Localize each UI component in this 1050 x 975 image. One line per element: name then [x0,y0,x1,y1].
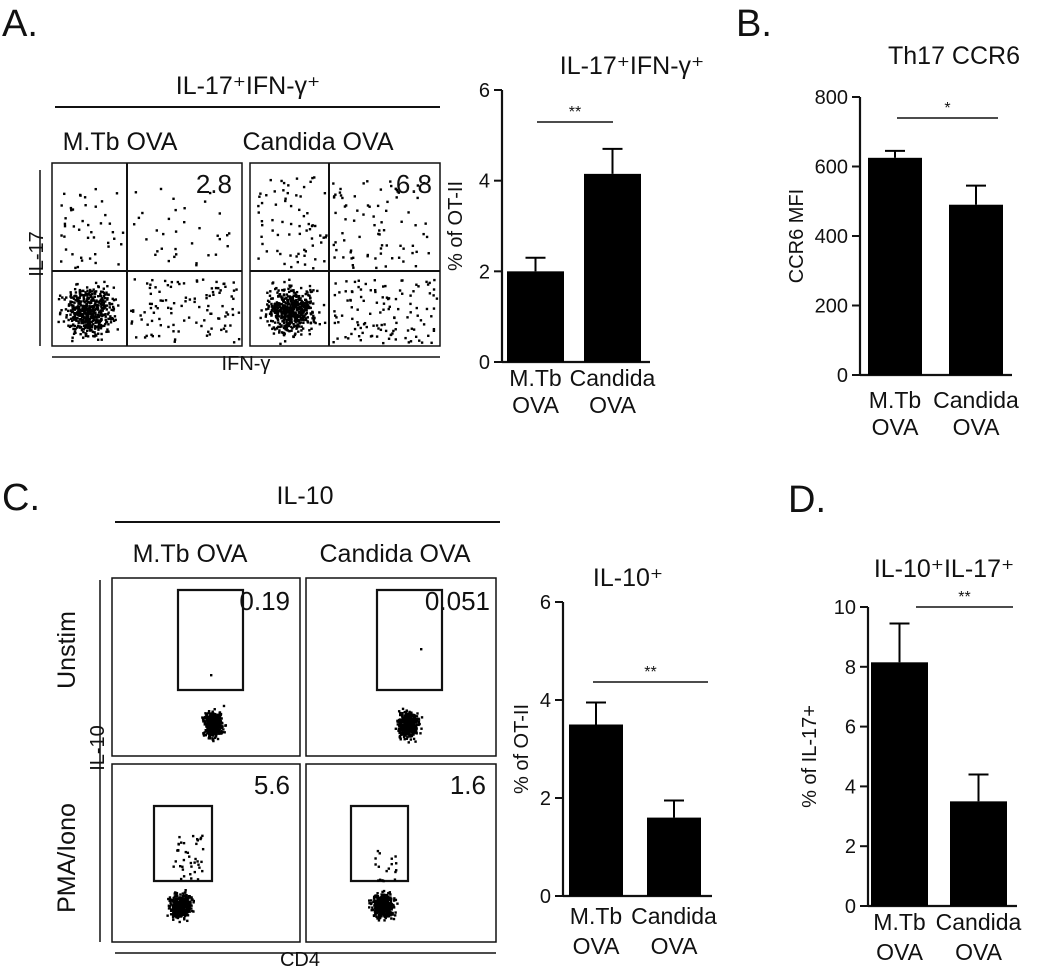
bar-chart-c-category-label: OVA [573,933,621,959]
panel-a-scatter-1 [57,187,241,344]
bar-chart-b-category-label: OVA [953,414,1001,440]
panel-c-scatter-unstim-mtb [201,674,228,743]
panel-c-gate-value-unstim-mtb: 0.19 [239,586,290,616]
bar-chart-b-title: Th17 CCR6 [888,42,1020,70]
bar-chart-b-significance-label: * [944,100,950,117]
panel-c-sample-label-1: M.Tb OVA [133,540,248,568]
bar-chart-d-category-label: M.Tb [873,909,925,935]
bar-chart-c: IL-10⁺ 0 2 4 6 % of OT-II M.Tb OVA Candida OVA ** [511,564,717,959]
bar-chart-b-category-label: M.Tb [869,387,921,413]
bar-chart-d-category-label: OVA [955,939,1003,965]
panel-c-flow-plot-pma-candida [305,763,497,943]
bar-chart-a-category-label: M.Tb [509,365,561,391]
panel-a-flow-plot-2 [249,162,441,347]
bar-chart-d-tick-label: 4 [845,776,856,798]
bar-chart-c-category-label: M.Tb [570,903,622,929]
panel-letter-d: D. [788,479,826,521]
bar-chart-d-tick-label: 0 [845,896,856,918]
bar-chart-c-tick-label: 4 [540,690,551,712]
bar-chart-a-category-label: Candida [570,365,656,391]
bar-chart-c-bar-1 [569,724,623,896]
bar-chart-d-tick-label: 8 [845,657,856,679]
bar-chart-a-tick-label: 2 [479,261,490,283]
bar-chart-a-title: IL-17⁺IFN-γ⁺ [560,52,704,80]
bar-chart-c-tick-label: 2 [540,788,551,810]
panel-c-sample-label-2: Candida OVA [319,540,470,568]
bar-chart-b-category-label: OVA [872,414,920,440]
bar-chart-b-bar-2 [949,204,1003,375]
bar-chart-b-y-label: CCR6 MFI [786,189,808,283]
panel-c-flow-plot-pma-mtb [111,763,301,943]
bar-chart-d-y-label: % of IL-17+ [799,705,821,808]
bar-chart-d-tick-label: 6 [845,717,856,739]
panel-letter-c: C. [2,477,40,519]
panel-c-scatter-unstim-candida [394,648,424,744]
panel-letter-a: A. [2,3,38,45]
bar-chart-d-category-label: Candida [936,909,1022,935]
panel-c-gate-value-unstim-candida: 0.051 [425,586,490,616]
panel-c-row-label-2: PMA/Iono [53,803,81,913]
bar-chart-a-bar-2 [584,173,641,362]
bar-chart-b-tick-label: 0 [837,365,848,387]
bar-chart-a-category-label: OVA [589,392,637,418]
bar-chart-a-significance-label: ** [569,104,581,121]
panel-c-flow-plot-unstim-candida [305,577,497,757]
bar-chart-d-significance-label: ** [958,589,970,606]
panel-a-x-axis-label: IFN-γ [222,353,271,375]
bar-chart-c-bar-2 [647,817,701,896]
panel-a-gate-value-2: 6.8 [396,169,432,199]
bar-chart-b-tick-label: 200 [815,296,848,318]
bar-chart-a-bar-1 [507,271,564,362]
bar-chart-d-tick-label: 10 [834,597,856,619]
bar-chart-d-tick-label: 2 [845,836,856,858]
bar-chart-b-category-label: Candida [933,387,1019,413]
panel-c-gate-value-pma-mtb: 5.6 [254,770,290,800]
bar-chart-a-y-label: % of OT-II [445,181,467,271]
bar-chart-a-tick-label: 0 [479,352,490,374]
bar-chart-c-tick-label: 6 [540,592,551,614]
panel-a-scatter-2 [257,176,439,346]
panel-a-y-axis-label: IL-17 [26,231,48,277]
bar-chart-c-tick-label: 0 [540,886,551,908]
panel-a-flow-plot-1 [51,162,243,347]
bar-chart-c-category-label: OVA [651,933,699,959]
panel-letter-b: B. [736,3,772,45]
bar-chart-c-y-label: % of OT-II [511,704,533,794]
panel-c-flow-plot-unstim-mtb [111,577,301,757]
panel-a-gate-value-1: 2.8 [196,169,232,199]
bar-chart-b-tick-label: 600 [815,157,848,179]
bar-chart-a-category-label: OVA [512,392,560,418]
bar-chart-c-significance-label: ** [644,664,656,681]
bar-chart-a-tick-label: 6 [479,80,490,102]
bar-chart-d-bar-2 [950,801,1007,906]
bar-chart-c-category-label: Candida [631,903,717,929]
panel-c-x-axis-label: CD4 [280,949,320,971]
bar-chart-d: IL-10⁺IL-17⁺ 0 2 4 6 8 10 % of IL-17+ M.Tb OVA Can… [799,555,1022,965]
panel-c-y-axis-label: IL-10 [87,725,109,771]
bar-chart-d-bar-1 [871,662,928,906]
panel-a-sample-label-2: Candida OVA [242,128,393,156]
panel-c-scatter-pma-candida [368,849,399,922]
panel-c-row-label-1: Unstim [53,611,81,689]
panel-c-flow-header: IL-10 [277,482,334,510]
bar-chart-b-bar-1 [868,157,922,375]
bar-chart-d-title: IL-10⁺IL-17⁺ [874,555,1014,583]
panel-c-gate-value-pma-candida: 1.6 [450,770,486,800]
panel-a-flow-header: IL-17⁺IFN-γ⁺ [176,72,320,100]
bar-chart-a-tick-label: 4 [479,171,490,193]
bar-chart-c-title: IL-10⁺ [593,564,663,592]
bar-chart-b-tick-label: 800 [815,87,848,109]
panel-a-sample-label-1: M.Tb OVA [63,128,178,156]
bar-chart-b-tick-label: 400 [815,226,848,248]
bar-chart-d-category-label: OVA [876,939,924,965]
panel-c-scatter-pma-mtb [166,834,205,924]
